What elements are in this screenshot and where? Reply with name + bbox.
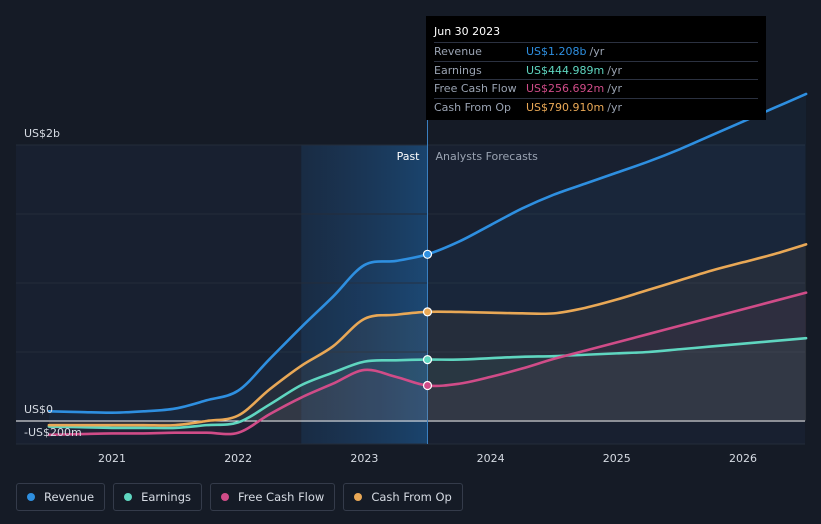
past-label: Past [397,150,421,163]
x-tick-label: 2022 [224,452,252,465]
legend-label: Revenue [44,490,95,504]
legend-item-free-cash-flow[interactable]: Free Cash Flow [210,483,336,511]
legend-label: Cash From Op [371,490,452,504]
tooltip-date: Jun 30 2023 [434,25,501,38]
x-tick-label: 2023 [350,452,378,465]
tooltip-unit: /yr [607,63,622,77]
tooltip-unit: /yr [607,82,622,96]
x-tick-label: 2024 [477,452,505,465]
legend-dot-icon [221,493,229,501]
legend-dot-icon [354,493,363,501]
tooltip-unit: /yr [607,100,622,114]
tooltip-value: US$1.208b [526,45,587,59]
legend: Revenue Earnings Free Cash Flow Cash Fro… [16,483,463,511]
legend-item-earnings[interactable]: Earnings [113,483,202,511]
area-free-cash-flow [48,292,807,435]
x-tick-label: 2026 [729,452,757,465]
tooltip: Jun 30 2023 Revenue US$1.208b /yr Earnin… [426,16,766,120]
y-axis-label: US$0 [24,403,53,416]
area-cash-from-op [48,244,807,426]
forecast-label: Analysts Forecasts [436,150,539,163]
marker-revenue [422,249,433,259]
marker-earnings [422,354,433,365]
marker-free-cash-flow [422,380,433,391]
x-tick-label: 2025 [603,452,631,465]
tooltip-label: Earnings [434,63,482,77]
legend-item-revenue[interactable]: Revenue [16,483,106,511]
x-tick-label: 2021 [98,452,126,465]
legend-dot-icon [124,493,133,501]
marker-cash-from-op [422,307,433,317]
legend-dot-icon [27,493,35,501]
tooltip-label: Revenue [434,45,482,59]
tooltip-label: Free Cash Flow [434,82,517,96]
tooltip-value: US$790.910m [526,100,605,114]
legend-label: Free Cash Flow [238,490,325,504]
y-axis-label: US$2b [24,127,60,140]
tooltip-label: Cash From Op [434,100,512,114]
y-axis-label: -US$200m [24,426,82,439]
legend-item-cash-from-op[interactable]: Cash From Op [343,483,463,511]
tooltip-unit: /yr [589,45,605,59]
tooltip-value: US$256.692m [526,82,605,96]
tooltip-row-earnings: Earnings US$444.989m /yr [434,60,758,80]
legend-label: Earnings [141,490,191,504]
tooltip-row-free-cash-flow: Free Cash Flow US$256.692m /yr [434,79,758,98]
tooltip-value: US$444.989m [526,63,605,77]
tooltip-row-revenue: Revenue US$1.208b /yr [434,42,758,61]
past-region [301,145,428,444]
tooltip-row-cash-from-op: Cash From Op US$790.910m /yr [434,97,758,117]
